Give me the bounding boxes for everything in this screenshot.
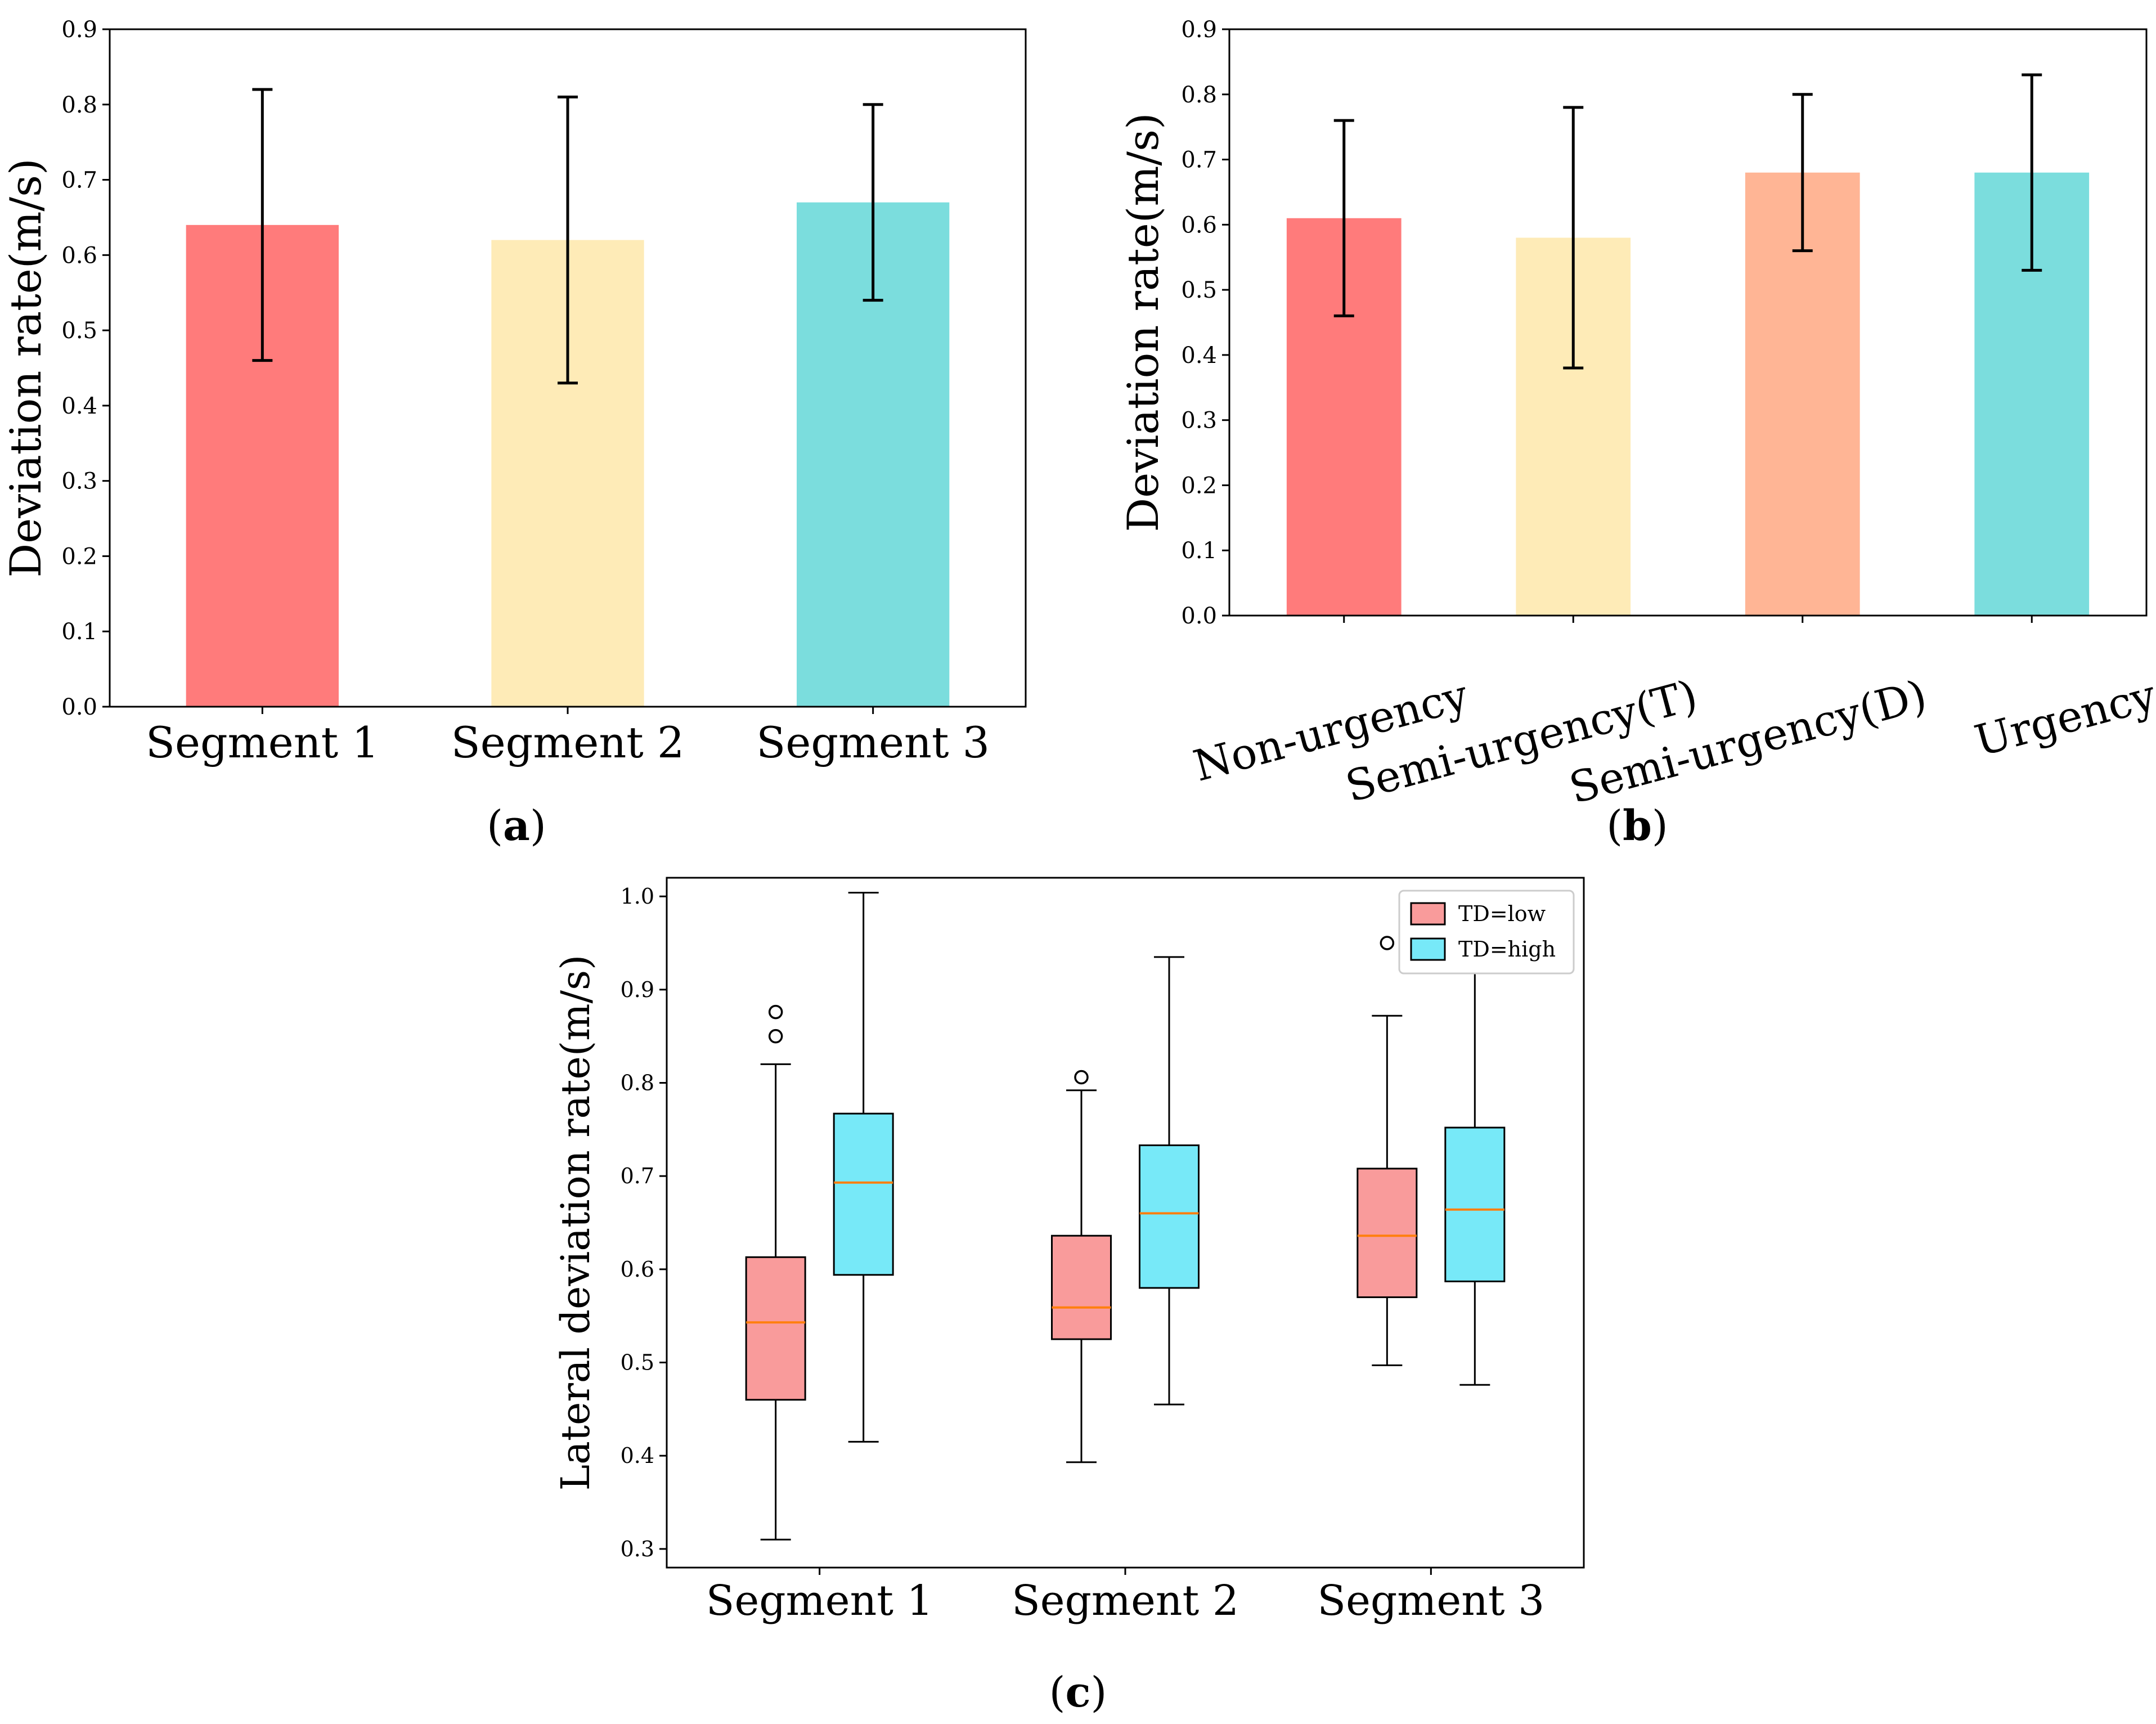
legend-label-td-high: TD=high (1458, 937, 1556, 962)
panel-b-caption-letter: b (1623, 802, 1652, 850)
c-ytick-label: 0.3 (621, 1537, 654, 1561)
c-segment-3-td-low-box (1357, 1168, 1418, 1299)
a-ytick-label: 0.3 (61, 469, 97, 495)
a-xtick-label-segment-1: Segment 1 (146, 717, 379, 767)
b-ytick-label: 0.4 (1181, 343, 1217, 369)
panel-c-y-axis-label: Lateral deviation rate(m/s) (553, 955, 599, 1491)
c-segment-2-td-low-box (1051, 1234, 1112, 1340)
b-ytick-label: 0.0 (1181, 603, 1217, 629)
c-ytick-label: 0.4 (621, 1443, 654, 1468)
c-segment-1-td-low-box (745, 1256, 806, 1401)
c-segment-3-td-low-outlier (1380, 936, 1395, 950)
a-ytick-label: 0.6 (61, 243, 97, 268)
panel-a-caption-letter: a (503, 802, 530, 850)
a-xtick-label-segment-3: Segment 3 (756, 717, 990, 767)
panel-b-error-bars (1333, 73, 2042, 370)
a-ytick-label: 0.9 (61, 17, 97, 43)
b-ytick-label: 0.1 (1181, 538, 1217, 564)
a-ytick-label: 0.5 (61, 318, 97, 344)
a-ytick-label: 0.7 (61, 168, 97, 194)
c-xtick-label-segment-1: Segment 1 (706, 1577, 933, 1625)
c-ytick-label: 0.5 (621, 1350, 654, 1375)
c-ytick-label: 0.9 (621, 977, 654, 1002)
panel-c-caption: (c) (1049, 1668, 1107, 1717)
panel-c-caption-letter: c (1065, 1668, 1090, 1717)
legend-label-td-low: TD=low (1458, 901, 1546, 926)
b-ytick-label: 0.9 (1181, 17, 1217, 43)
c-segment-1-td-low-outlier (768, 1004, 783, 1020)
panel-a-bar-chart: 0.0 0.1 0.2 0.3 0.4 0.5 0.6 0.7 0.8 0.9 Segment 1… (1, 17, 1027, 850)
a-ytick-label: 0.4 (61, 393, 97, 419)
panel-b-x-axis-ticks: Non-urgencySemi-urgency(T)Semi-urgency(D… (1188, 616, 2156, 813)
c-ytick-label: 0.8 (621, 1070, 654, 1095)
panel-a-caption: (a) (487, 802, 546, 850)
c-xtick-label-segment-3: Segment 3 (1317, 1577, 1544, 1625)
panel-b-plot-frame (1228, 28, 2148, 617)
c-xtick-label-segment-2: Segment 2 (1012, 1577, 1239, 1625)
c-segment-2-td-high-box (1139, 1144, 1200, 1289)
a-ytick-label: 0.0 (61, 694, 97, 720)
c-ytick-label: 0.7 (621, 1164, 654, 1188)
b-ytick-label: 0.3 (1181, 408, 1217, 434)
c-ytick-label: 0.6 (621, 1257, 654, 1282)
panel-a-y-axis-label: Deviation rate(m/s) (1, 158, 51, 577)
a-ytick-label: 0.8 (61, 92, 97, 118)
b-xtick-label-urgency: Urgency (1970, 670, 2156, 766)
panel-a-x-axis-ticks: Segment 1 Segment 2 Segment 3 (146, 707, 990, 767)
c-segment-1-td-low-outlier (768, 1029, 783, 1044)
panel-a-y-axis-ticks: 0.0 0.1 0.2 0.3 0.4 0.5 0.6 0.7 0.8 0.9 (61, 17, 110, 720)
c-ytick-label: 1.0 (621, 884, 654, 909)
panel-b-caption: (b) (1606, 802, 1668, 850)
panel-c-y-axis-ticks: 0.3 0.4 0.5 0.6 0.7 0.8 0.9 1.0 (621, 884, 667, 1561)
c-segment-1-td-high-box (833, 1112, 894, 1276)
b-ytick-label: 0.8 (1181, 82, 1217, 108)
b-ytick-label: 0.2 (1181, 473, 1217, 499)
b-ytick-label: 0.5 (1181, 277, 1217, 303)
panel-c-legend: TD=low TD=high (1398, 890, 1575, 975)
panel-c-x-axis-ticks: Segment 1 Segment 2 Segment 3 (706, 1568, 1544, 1625)
panel-c-boxes (745, 892, 1506, 1541)
legend-swatch-td-low (1410, 902, 1446, 926)
a-ytick-label: 0.2 (61, 544, 97, 569)
panel-b-y-axis-label: Deviation rate(m/s) (1118, 113, 1168, 532)
c-segment-3-td-high-box (1444, 1126, 1506, 1282)
legend-swatch-td-high (1410, 937, 1446, 961)
panel-b-bars (1286, 172, 2090, 616)
panel-c-box-plot: 0.30.40.50.60.70.80.91.0 Segment 1 Segmen… (553, 877, 1585, 1717)
panel-a-error-bars (252, 88, 883, 385)
a-ytick-label: 0.1 (61, 619, 97, 645)
panel-b-y-axis-ticks: 0.0 0.1 0.2 0.3 0.4 0.5 0.6 0.7 0.8 0.9 (1181, 17, 1229, 629)
b-ytick-label: 0.6 (1181, 212, 1217, 238)
a-xtick-label-segment-2: Segment 2 (451, 717, 685, 767)
c-segment-2-td-low-outlier (1074, 1070, 1089, 1085)
b-ytick-label: 0.7 (1181, 147, 1217, 173)
panel-b-bar-chart: 0.0 0.1 0.2 0.3 0.4 0.5 0.6 0.7 0.8 0.9 Non-urgen… (1118, 17, 2156, 850)
